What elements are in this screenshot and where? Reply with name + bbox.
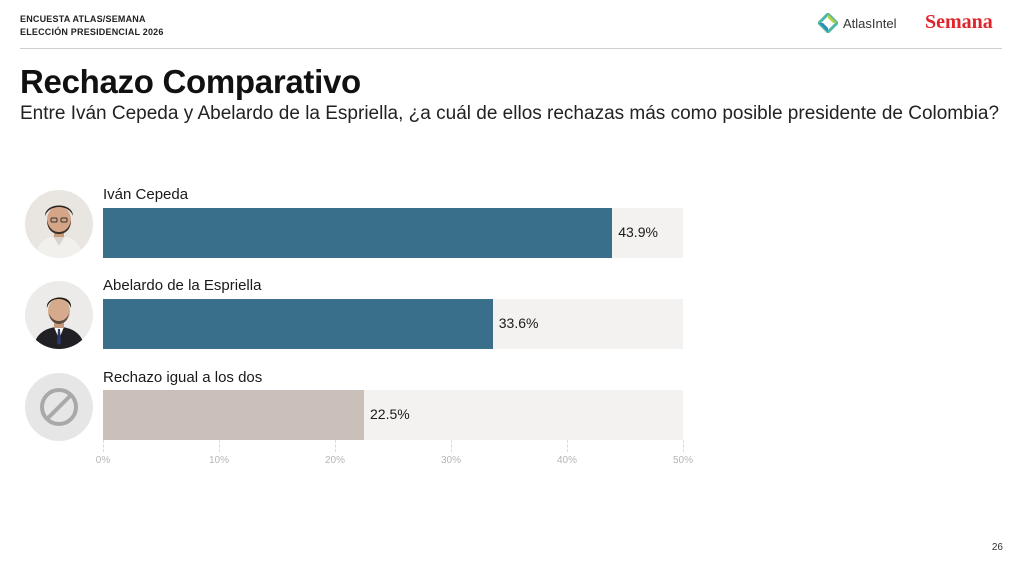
value-label-abelardo-de-la-espriella: 33.6% bbox=[498, 315, 539, 331]
x-gridline bbox=[683, 440, 684, 452]
bar-abelardo-de-la-espriella bbox=[103, 299, 493, 349]
x-tick-label: 30% bbox=[440, 455, 462, 466]
semana-logo: Semana bbox=[925, 11, 993, 33]
header-divider bbox=[20, 48, 1002, 49]
x-tick-label: 10% bbox=[208, 455, 230, 466]
x-tick-label: 40% bbox=[556, 455, 578, 466]
avatar-ivan-cepeda bbox=[25, 190, 93, 258]
x-gridline bbox=[451, 440, 452, 452]
atlasintel-logo: AtlasIntel bbox=[818, 13, 896, 33]
bar-track-abelardo-de-la-espriella: 33.6% bbox=[103, 299, 683, 349]
x-tick-label: 0% bbox=[95, 455, 111, 466]
bar-label-ivan-cepeda: Iván Cepeda bbox=[103, 186, 189, 203]
bar-track-ivan-cepeda: 43.9% bbox=[103, 208, 683, 258]
prohibited-icon bbox=[25, 373, 93, 441]
atlasintel-mark-icon bbox=[818, 13, 838, 33]
chart-subtitle: Entre Iván Cepeda y Abelardo de la Espri… bbox=[20, 103, 1000, 124]
chart-title: Rechazo Comparativo bbox=[20, 63, 361, 100]
bar-track-rechazo-igual: 22.5% bbox=[103, 390, 683, 440]
page-number: 26 bbox=[991, 542, 1003, 553]
value-label-rechazo-igual: 22.5% bbox=[370, 406, 410, 422]
x-tick-label: 20% bbox=[324, 455, 346, 466]
bar-label-rechazo-igual: Rechazo igual a los dos bbox=[103, 369, 263, 386]
avatar-rechazo-igual bbox=[25, 373, 93, 441]
header-left: ENCUESTA ATLAS/SEMANA ELECCIÓN PRESIDENC… bbox=[20, 13, 164, 39]
x-gridline bbox=[567, 440, 568, 452]
bar-label-abelardo-de-la-espriella: Abelardo de la Espriella bbox=[103, 277, 262, 294]
avatar-abelardo-de-la-espriella bbox=[25, 281, 93, 349]
survey-name: ENCUESTA ATLAS/SEMANA bbox=[20, 14, 146, 24]
x-gridline bbox=[335, 440, 336, 452]
x-gridline bbox=[103, 440, 104, 452]
x-gridline bbox=[219, 440, 220, 452]
x-tick-label: 50% bbox=[672, 455, 694, 466]
bar-ivan-cepeda bbox=[103, 208, 613, 258]
election-name: ELECCIÓN PRESIDENCIAL 2026 bbox=[20, 27, 164, 37]
value-label-ivan-cepeda: 43.9% bbox=[618, 224, 658, 240]
atlasintel-wordmark: AtlasIntel bbox=[843, 15, 897, 31]
bar-rechazo-igual bbox=[103, 390, 364, 440]
